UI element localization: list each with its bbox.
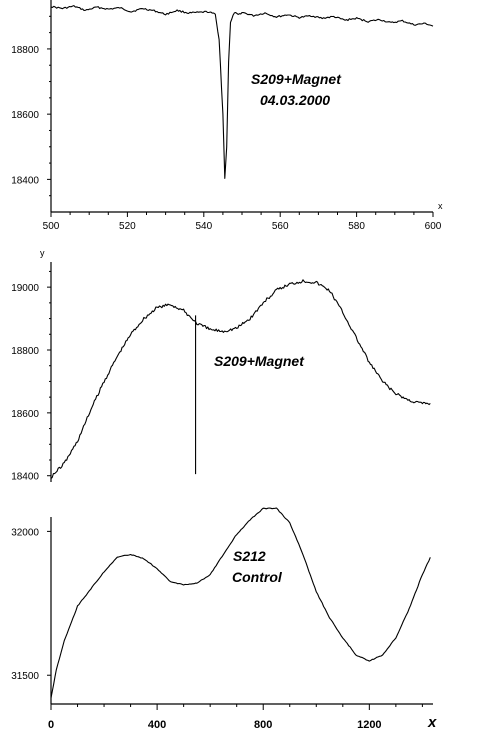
panel1-y-tick-label: 18600 <box>11 110 39 121</box>
panel2-y-tick-label: 19000 <box>11 283 39 294</box>
panel1-y-tick-label: 18800 <box>11 45 39 56</box>
panel2-y-tick-label: 18600 <box>11 409 39 420</box>
panel3-annotation-subtitle: Control <box>232 569 283 585</box>
panel1-x-tick-label: 500 <box>43 221 60 232</box>
panel2-y-tick-label: 18400 <box>11 472 39 483</box>
panel1-x-tick-label: 580 <box>348 221 365 232</box>
panel2-y-axis-label: y <box>40 248 45 258</box>
panel2-annotation: S209+Magnet <box>214 353 305 369</box>
panel1-series-line <box>50 5 434 179</box>
panel3-series-line <box>50 507 431 699</box>
panel3-x-axis-label: x <box>427 714 437 731</box>
panel3-x-tick-label: 0 <box>48 719 54 731</box>
panel3-x-tick-label: 800 <box>254 719 272 731</box>
panel1-annotation-title: S209+Magnet <box>251 71 342 87</box>
panel2-y-tick-label: 18800 <box>11 346 39 357</box>
panel1-x-tick-label: 540 <box>195 221 212 232</box>
panel1-x-tick-label: 560 <box>272 221 289 232</box>
panel3-x-tick-label: 1200 <box>357 719 381 731</box>
panel1-annotation-date: 04.03.2000 <box>260 92 330 108</box>
panel1-x-axis-label: x <box>438 201 443 211</box>
panel3-y-tick-label: 31500 <box>11 671 39 682</box>
panel1-y-tick-label: 18400 <box>11 175 39 186</box>
panel3-x-tick-label: 400 <box>148 719 166 731</box>
panel3-y-tick-label: 32000 <box>11 527 39 538</box>
panel2-series-line <box>50 279 431 479</box>
panel1-x-tick-label: 520 <box>119 221 136 232</box>
panel1-x-tick-label: 600 <box>425 221 442 232</box>
panel3-annotation-title: S212 <box>233 548 266 564</box>
